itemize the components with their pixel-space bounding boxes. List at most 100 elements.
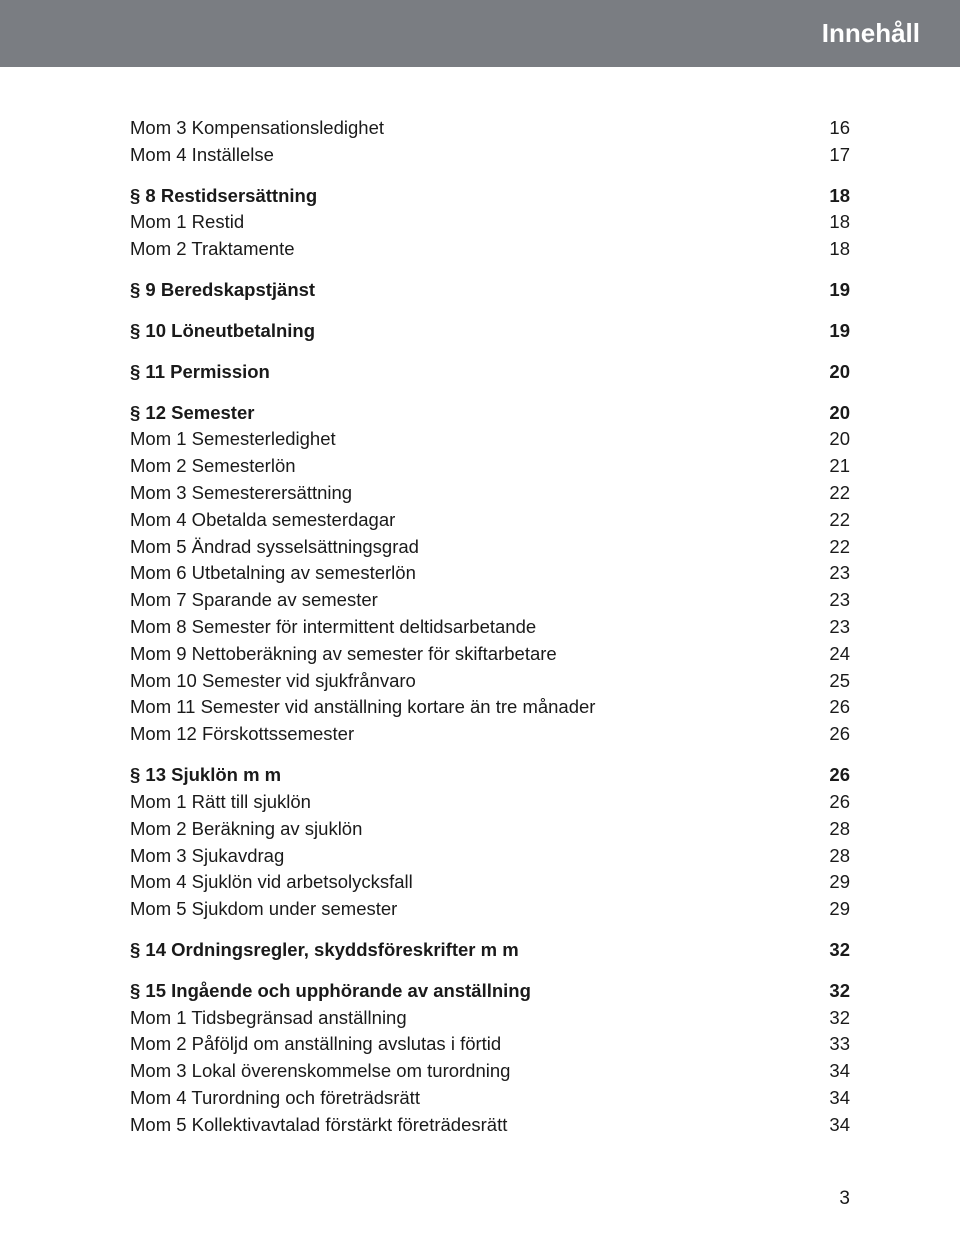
toc-label: Mom 4 Turordning och företrädsrätt xyxy=(130,1085,809,1112)
toc-label: Mom 8 Semester för intermittent deltidsa… xyxy=(130,614,809,641)
toc-page: 26 xyxy=(829,789,850,816)
toc-line: Mom 2 Traktamente 18 xyxy=(130,236,850,263)
toc-line: Mom 1 Tidsbegränsad anställning32 xyxy=(130,1005,850,1032)
toc-label: Mom 11 Semester vid anställning kortare … xyxy=(130,694,809,721)
toc-label: Mom 9 Nettoberäkning av semester för ski… xyxy=(130,641,809,668)
toc-page: 20 xyxy=(829,359,850,386)
toc-line: Mom 2 Semesterlön 21 xyxy=(130,453,850,480)
toc-page: 34 xyxy=(829,1085,850,1112)
toc-line: Mom 9 Nettoberäkning av semester för ski… xyxy=(130,641,850,668)
toc-line: § 10 Löneutbetalning 19 xyxy=(130,318,850,345)
toc-label: § 10 Löneutbetalning xyxy=(130,318,809,345)
toc-line: Mom 7 Sparande av semester 23 xyxy=(130,587,850,614)
toc-page: 16 xyxy=(829,115,850,142)
toc-line: § 9 Beredskapstjänst19 xyxy=(130,277,850,304)
toc-line: Mom 2 Beräkning av sjuklön 28 xyxy=(130,816,850,843)
toc-label: Mom 3 Kompensationsledighet xyxy=(130,115,809,142)
toc-label: Mom 5 Kollektivavtalad förstärkt företrä… xyxy=(130,1112,809,1139)
toc-page: 28 xyxy=(829,816,850,843)
toc-page: 17 xyxy=(829,142,850,169)
toc-label: Mom 3 Sjukavdrag xyxy=(130,843,809,870)
toc-page: 18 xyxy=(829,236,850,263)
toc-label: Mom 6 Utbetalning av semesterlön xyxy=(130,560,809,587)
toc-label: Mom 1 Semesterledighet xyxy=(130,426,809,453)
toc-label: Mom 5 Sjukdom under semester xyxy=(130,896,809,923)
toc-line: § 14 Ordningsregler, skyddsföreskrifter … xyxy=(130,937,850,964)
toc-label: Mom 2 Påföljd om anställning avslutas i … xyxy=(130,1031,809,1058)
toc-page: 23 xyxy=(829,560,850,587)
toc-label: Mom 5 Ändrad sysselsättningsgrad xyxy=(130,534,809,561)
toc-line: Mom 6 Utbetalning av semesterlön 23 xyxy=(130,560,850,587)
toc-page: 20 xyxy=(829,400,850,427)
toc-label: Mom 3 Semesterersättning xyxy=(130,480,809,507)
toc-page: 33 xyxy=(829,1031,850,1058)
toc-page: 18 xyxy=(829,183,850,210)
toc-label: § 13 Sjuklön m m xyxy=(130,762,809,789)
toc-page: 23 xyxy=(829,614,850,641)
page-number: 3 xyxy=(839,1188,850,1210)
toc-label: Mom 3 Lokal överenskommelse om turordnin… xyxy=(130,1058,809,1085)
toc-line: Mom 4 Inställelse 17 xyxy=(130,142,850,169)
toc-line: Mom 1 Semesterledighet 20 xyxy=(130,426,850,453)
toc-label: Mom 2 Semesterlön xyxy=(130,453,809,480)
toc-page: 29 xyxy=(829,896,850,923)
toc-label: Mom 1 Restid xyxy=(130,209,809,236)
toc-page: 18 xyxy=(829,209,850,236)
toc-page: 32 xyxy=(829,937,850,964)
toc-page: 21 xyxy=(829,453,850,480)
toc-line: Mom 1 Restid 18 xyxy=(130,209,850,236)
toc-label: Mom 2 Traktamente xyxy=(130,236,809,263)
toc-line: Mom 3 Kompensationsledighet 16 xyxy=(130,115,850,142)
toc-label: Mom 4 Sjuklön vid arbetsolycksfall xyxy=(130,869,809,896)
header-title: Innehåll xyxy=(822,18,920,48)
toc-label: § 11 Permission xyxy=(130,359,809,386)
toc-line: Mom 10 Semester vid sjukfrånvaro 25 xyxy=(130,668,850,695)
toc-page: 22 xyxy=(829,480,850,507)
toc-line: Mom 2 Påföljd om anställning avslutas i … xyxy=(130,1031,850,1058)
toc-label: Mom 4 Inställelse xyxy=(130,142,809,169)
toc-line: Mom 4 Turordning och företrädsrätt 34 xyxy=(130,1085,850,1112)
toc-page: 23 xyxy=(829,587,850,614)
toc-label: § 9 Beredskapstjänst xyxy=(130,277,809,304)
toc-page: 26 xyxy=(829,762,850,789)
toc-line: § 13 Sjuklön m m 26 xyxy=(130,762,850,789)
toc-line: Mom 5 Kollektivavtalad förstärkt företrä… xyxy=(130,1112,850,1139)
toc-line: § 12 Semester 20 xyxy=(130,400,850,427)
toc-line: Mom 5 Sjukdom under semester 29 xyxy=(130,896,850,923)
toc-page: 34 xyxy=(829,1112,850,1139)
toc-label: § 12 Semester xyxy=(130,400,809,427)
toc-line: Mom 11 Semester vid anställning kortare … xyxy=(130,694,850,721)
table-of-contents: Mom 3 Kompensationsledighet16Mom 4 Instä… xyxy=(0,115,960,1139)
toc-label: Mom 2 Beräkning av sjuklön xyxy=(130,816,809,843)
toc-line: Mom 3 Sjukavdrag 28 xyxy=(130,843,850,870)
toc-page: 25 xyxy=(829,668,850,695)
toc-label: § 14 Ordningsregler, skyddsföreskrifter … xyxy=(130,937,809,964)
toc-page: 20 xyxy=(829,426,850,453)
toc-page: 34 xyxy=(829,1058,850,1085)
toc-page: 22 xyxy=(829,507,850,534)
toc-label: Mom 1 Tidsbegränsad anställning xyxy=(130,1005,809,1032)
toc-line: Mom 4 Obetalda semesterdagar 22 xyxy=(130,507,850,534)
toc-line: § 11 Permission 20 xyxy=(130,359,850,386)
toc-line: § 15 Ingående och upphörande av anställn… xyxy=(130,978,850,1005)
toc-line: Mom 4 Sjuklön vid arbetsolycksfall 29 xyxy=(130,869,850,896)
toc-line: Mom 3 Lokal överenskommelse om turordnin… xyxy=(130,1058,850,1085)
toc-label: § 15 Ingående och upphörande av anställn… xyxy=(130,978,809,1005)
toc-page: 32 xyxy=(829,978,850,1005)
toc-label: Mom 10 Semester vid sjukfrånvaro xyxy=(130,668,809,695)
toc-label: § 8 Restidsersättning xyxy=(130,183,809,210)
toc-label: Mom 4 Obetalda semesterdagar xyxy=(130,507,809,534)
toc-page: 24 xyxy=(829,641,850,668)
toc-page: 22 xyxy=(829,534,850,561)
toc-page: 28 xyxy=(829,843,850,870)
toc-label: Mom 7 Sparande av semester xyxy=(130,587,809,614)
toc-line: Mom 12 Förskottssemester 26 xyxy=(130,721,850,748)
toc-line: Mom 8 Semester för intermittent deltidsa… xyxy=(130,614,850,641)
header-bar: Innehåll xyxy=(0,0,960,67)
toc-label: Mom 12 Förskottssemester xyxy=(130,721,809,748)
toc-page: 26 xyxy=(829,694,850,721)
toc-line: Mom 3 Semesterersättning 22 xyxy=(130,480,850,507)
toc-page: 26 xyxy=(829,721,850,748)
toc-page: 19 xyxy=(829,318,850,345)
toc-page: 29 xyxy=(829,869,850,896)
